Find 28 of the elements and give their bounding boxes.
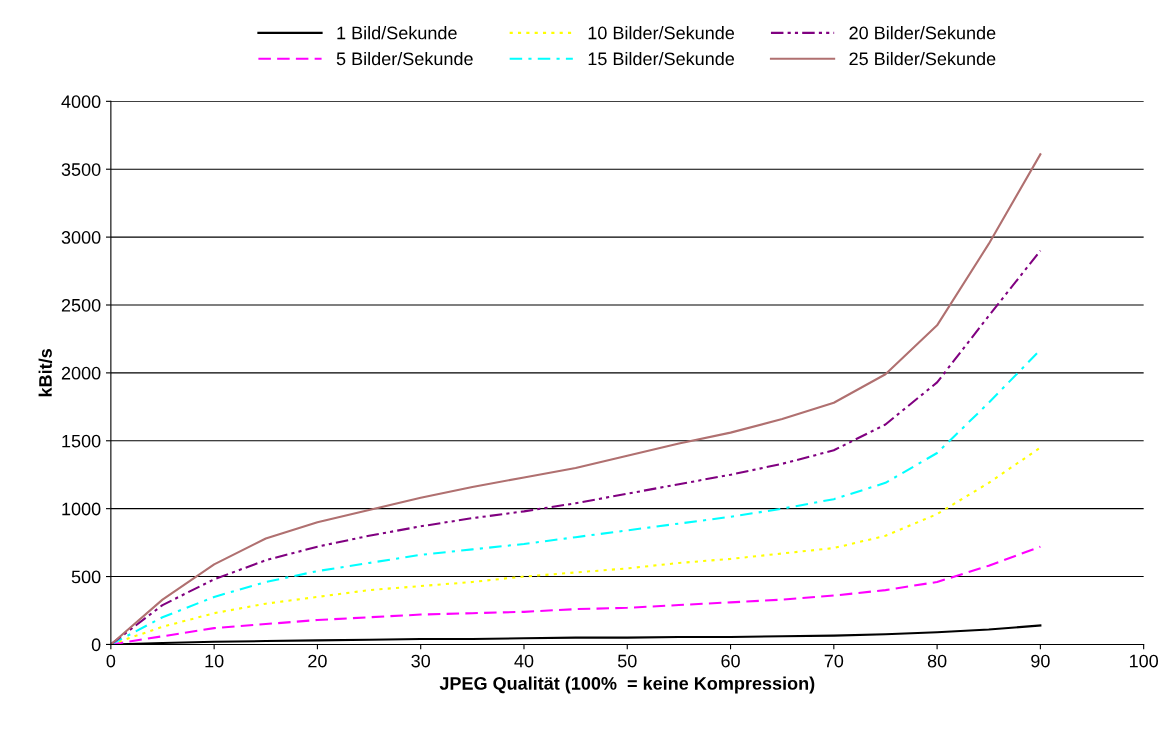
y-axis-title: kBit/s [38, 349, 53, 397]
x-tick-label: 50 [617, 654, 637, 668]
legend-label: 15 Bilder/Sekunde [588, 51, 735, 66]
y-tick-label: 4000 [61, 95, 101, 109]
legend-label: 20 Bilder/Sekunde [849, 26, 996, 40]
x-tick-label: 100 [1129, 654, 1159, 668]
x-tick-label: 90 [1031, 654, 1050, 668]
x-tick-label: 10 [205, 654, 224, 668]
y-tick-label: 1500 [62, 434, 101, 448]
x-tick-label: 0 [106, 654, 116, 668]
y-tick-label: 3000 [61, 231, 101, 244]
x-tick-label: 80 [927, 654, 947, 668]
y-tick-label: 3500 [61, 163, 101, 176]
x-tick-label: 30 [411, 654, 431, 668]
y-tick-label: 1000 [62, 502, 101, 516]
legend-label: 1 Bild/Sekunde [337, 26, 457, 40]
y-tick-label: 2000 [61, 366, 101, 380]
y-tick-label: 500 [71, 570, 101, 584]
y-tick-label: 2500 [61, 298, 101, 312]
legend-label: 25 Bilder/Sekunde [849, 51, 996, 66]
x-axis-title: JPEG Qualität (100% = keine Kompression) [439, 676, 815, 694]
x-tick-label: 20 [308, 654, 327, 668]
legend-label: 10 Bilder/Sekunde [588, 26, 735, 40]
x-tick-label: 60 [721, 654, 740, 668]
y-tick-label: 0 [91, 638, 101, 652]
x-tick-label: 70 [824, 654, 844, 668]
legend-label: 5 Bilder/Sekunde [336, 51, 473, 66]
x-tick-label: 40 [514, 654, 534, 668]
